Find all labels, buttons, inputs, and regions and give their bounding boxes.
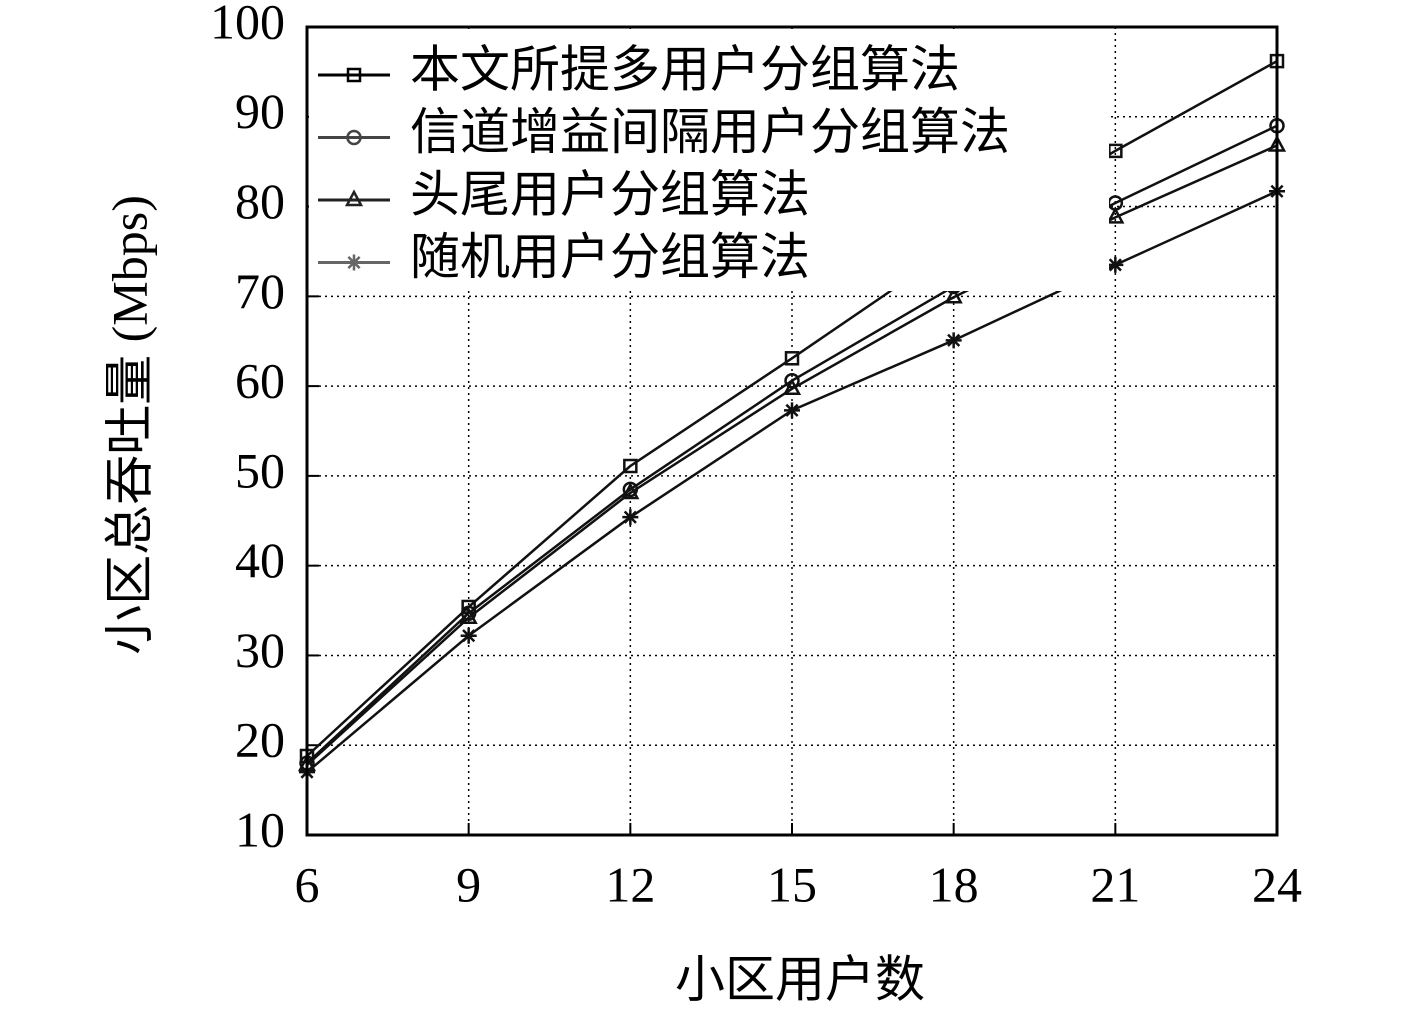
marker-shape — [784, 351, 800, 366]
marker-shape — [622, 509, 639, 526]
marker-shape — [623, 458, 638, 474]
marker — [1107, 256, 1124, 273]
y-tick-label: 50 — [235, 442, 285, 498]
marker — [346, 129, 362, 146]
x-axis-label: 小区用户数 — [675, 951, 925, 1007]
y-tick-label: 90 — [235, 83, 285, 139]
legend-background — [309, 29, 1109, 291]
marker — [623, 458, 638, 474]
marker — [621, 482, 640, 500]
marker — [944, 286, 963, 304]
marker — [784, 372, 800, 389]
marker-shape — [784, 402, 800, 419]
marker — [945, 332, 962, 349]
marker-shape — [346, 254, 362, 271]
y-axis-label: 小区总吞吐量 (Mbps) — [101, 195, 157, 655]
marker — [1108, 143, 1123, 159]
x-tick-label: 15 — [767, 856, 817, 912]
marker-shape — [945, 332, 962, 349]
marker — [782, 378, 802, 396]
y-tick-label: 40 — [235, 532, 285, 588]
legend-label: 本文所提多用户分组算法 — [410, 41, 960, 97]
marker — [459, 607, 478, 624]
marker-shape — [344, 189, 364, 207]
marker-shape — [460, 627, 477, 644]
marker-shape — [782, 378, 802, 396]
y-tick-label: 80 — [235, 173, 285, 229]
y-tick-label: 20 — [235, 712, 285, 768]
y-tick-label: 60 — [235, 353, 285, 409]
x-tick-label: 12 — [605, 856, 655, 912]
y-tick-label: 100 — [210, 0, 285, 49]
x-tick-label: 24 — [1252, 856, 1302, 912]
plot-frame — [305, 25, 1279, 837]
marker-shape — [346, 129, 362, 146]
legend-label: 随机用户分组算法 — [410, 229, 810, 285]
legend-label: 头尾用户分组算法 — [410, 166, 810, 222]
marker-shape — [621, 482, 640, 500]
marker-shape — [784, 372, 800, 389]
line — [306, 144, 1278, 766]
marker-shape — [459, 607, 478, 624]
y-tick-label: 30 — [235, 622, 285, 678]
marker-shape — [1108, 143, 1123, 159]
marker — [784, 351, 800, 366]
x-tick-label: 21 — [1090, 856, 1140, 912]
x-tick-label: 9 — [456, 856, 481, 912]
legend-label: 信道增益间隔用户分组算法 — [410, 104, 1010, 160]
marker-shape — [1106, 206, 1125, 224]
marker — [346, 254, 362, 271]
y-tick-label: 70 — [235, 263, 285, 319]
marker — [460, 627, 477, 644]
marker-shape — [346, 67, 362, 83]
marker — [1106, 206, 1125, 224]
y-tick-label: 10 — [235, 801, 285, 857]
x-tick-label: 18 — [929, 856, 979, 912]
marker — [344, 189, 364, 207]
marker — [784, 402, 800, 419]
marker-shape — [944, 286, 963, 304]
x-tick-label: 6 — [295, 856, 320, 912]
marker — [622, 509, 639, 526]
marker — [346, 67, 362, 83]
marker-shape — [1107, 256, 1124, 273]
